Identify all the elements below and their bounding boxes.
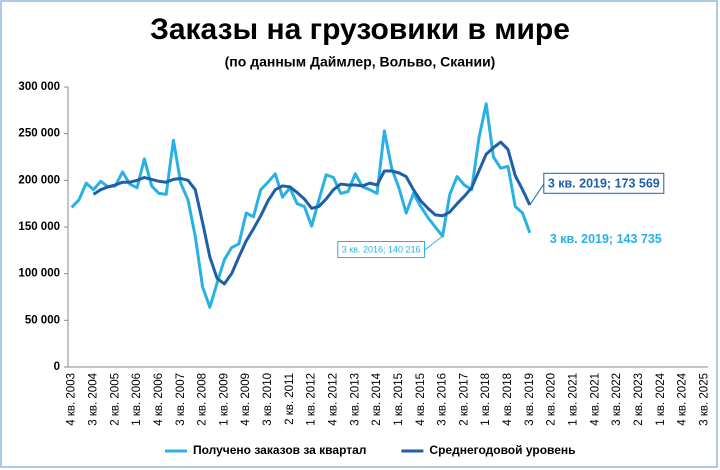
x-tick-label: 2 кв. 2020 xyxy=(546,373,558,426)
x-tick-label: 2 кв. 2008 xyxy=(197,373,209,426)
x-tick-label: 2 кв. 2017 xyxy=(458,373,470,426)
y-tick-label: 50 000 xyxy=(25,314,60,326)
x-tick-label: 2 кв. 2011 xyxy=(284,373,296,425)
x-tick-label: 3 кв. 2010 xyxy=(262,373,274,426)
x-tick-label: 3 кв. 2025 xyxy=(698,373,710,426)
y-tick-label: 300 000 xyxy=(18,81,60,93)
x-tick-label: 1 кв. 2012 xyxy=(306,373,318,426)
x-tick-label: 4 кв. 2015 xyxy=(415,373,427,426)
leader-line xyxy=(424,235,443,251)
series-line xyxy=(92,140,532,286)
x-tick-label: 1 кв. 2021 xyxy=(567,373,579,426)
y-tick-label: 150 000 xyxy=(18,221,60,233)
x-tick-label: 4 кв. 2018 xyxy=(502,373,514,426)
x-tick-label: 4 кв. 2009 xyxy=(240,373,252,426)
y-tick-label: 100 000 xyxy=(18,268,60,280)
y-tick-label: 250 000 xyxy=(18,128,60,140)
data-label: 3 кв. 2019; 173 569 xyxy=(548,176,660,190)
x-tick-label: 1 кв. 2024 xyxy=(655,372,667,425)
chart-title: Заказы на грузовики в мире xyxy=(150,13,570,46)
chart-subtitle: (по данным Даймлер, Вольво, Скании) xyxy=(225,54,496,70)
x-tick-label: 3 кв. 2004 xyxy=(87,372,99,425)
data-label: 3 кв. 2019; 143 735 xyxy=(550,232,662,246)
x-tick-label: 4 кв. 2003 xyxy=(66,373,78,426)
y-tick-label: 0 xyxy=(54,361,60,373)
x-tick-label: 3 кв. 2013 xyxy=(349,373,361,426)
x-tick-label: 1 кв. 2018 xyxy=(480,373,492,426)
x-tick-label: 1 кв. 2006 xyxy=(131,373,143,426)
x-tick-label: 2 кв. 2023 xyxy=(633,373,645,426)
series-line xyxy=(70,102,532,309)
x-tick-label: 4 кв. 2012 xyxy=(327,373,339,426)
x-tick-label: 1 кв. 2015 xyxy=(393,373,405,426)
x-tick-label: 3 кв. 2016 xyxy=(437,373,449,426)
x-tick-label: 2 кв. 2014 xyxy=(371,372,383,425)
x-tick-label: 3 кв. 2019 xyxy=(524,373,536,426)
legend-label: Получено заказов за квартал xyxy=(193,443,366,457)
x-tick-label: 1 кв. 2009 xyxy=(218,373,230,426)
legend-label: Среднегодовой уровень xyxy=(429,443,575,457)
x-tick-label: 2 кв. 2005 xyxy=(109,373,121,426)
x-tick-label: 3 кв. 2007 xyxy=(175,373,187,426)
y-tick-label: 200 000 xyxy=(18,174,60,186)
x-tick-label: 4 кв. 2006 xyxy=(153,373,165,426)
x-tick-label: 4 кв. 2021 xyxy=(589,373,601,426)
leader-line xyxy=(529,183,545,206)
label-box xyxy=(543,172,665,194)
x-tick-label: 4 кв. 2024 xyxy=(677,372,689,425)
data-label: 3 кв. 2016; 140 216 xyxy=(342,245,421,255)
x-tick-label: 3 кв. 2022 xyxy=(611,373,623,426)
